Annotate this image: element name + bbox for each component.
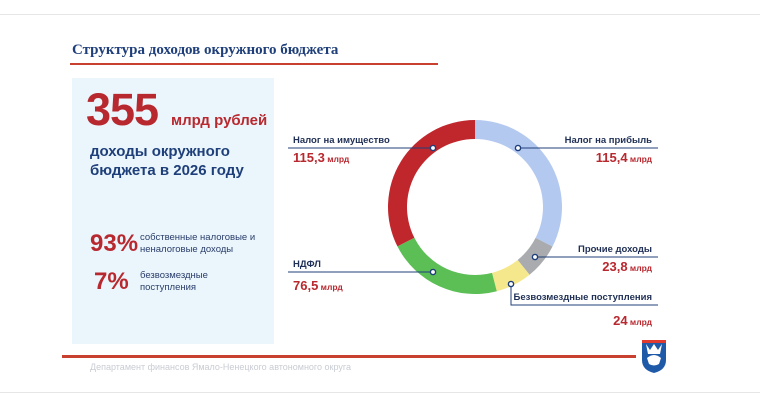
slice-property-tax <box>388 120 475 247</box>
own-revenue-description: собственные налоговые и неналоговые дохо… <box>140 232 256 255</box>
leader-dot-property-tax <box>429 144 437 152</box>
slice-profit-tax <box>475 120 562 247</box>
leader-dot-ndfl <box>429 268 437 276</box>
total-description: доходы окружного бюджета в 2026 году <box>90 143 244 179</box>
label-value-other-income: 23,8 млрд <box>602 259 652 274</box>
footer-divider <box>62 355 636 358</box>
title-underline <box>70 63 438 65</box>
leader-line-grants <box>510 284 658 306</box>
frame-top-border <box>0 14 760 15</box>
summary-panel <box>72 78 274 344</box>
label-name-profit-tax: Налог на прибыль <box>565 135 653 146</box>
footer-organization: Департамент финансов Ямало-Ненецкого авт… <box>90 362 351 372</box>
leader-dot-profit-tax <box>514 144 522 152</box>
label-value-grants: 24 млрд <box>613 313 652 328</box>
slice-ndfl <box>397 237 497 294</box>
own-revenue-percent: 93% <box>90 230 139 257</box>
label-name-ndfl: НДФЛ <box>293 259 321 270</box>
total-unit: млрд рублей <box>171 112 268 129</box>
label-value-profit-tax: 115,4 млрд <box>596 150 653 165</box>
label-value-ndfl: 76,5 млрд <box>293 278 343 293</box>
leader-dot-grants <box>507 280 515 288</box>
grant-revenue-percent: 7% <box>94 268 129 295</box>
leader-dot-other-income <box>531 253 539 261</box>
frame-bottom-border <box>0 392 760 393</box>
slice-grants <box>492 259 530 292</box>
label-value-property-tax: 115,3 млрд <box>293 150 350 165</box>
coat-of-arms-icon <box>642 340 666 373</box>
label-name-other-income: Прочие доходы <box>578 244 652 255</box>
label-name-grants: Безвозмездные поступления <box>514 292 652 303</box>
grant-revenue-description: безвозмездные поступления <box>140 270 208 293</box>
total-value: 355 <box>86 84 159 135</box>
label-name-property-tax: Налог на имущество <box>293 135 390 146</box>
slide-title: Структура доходов окружного бюджета <box>72 42 339 58</box>
